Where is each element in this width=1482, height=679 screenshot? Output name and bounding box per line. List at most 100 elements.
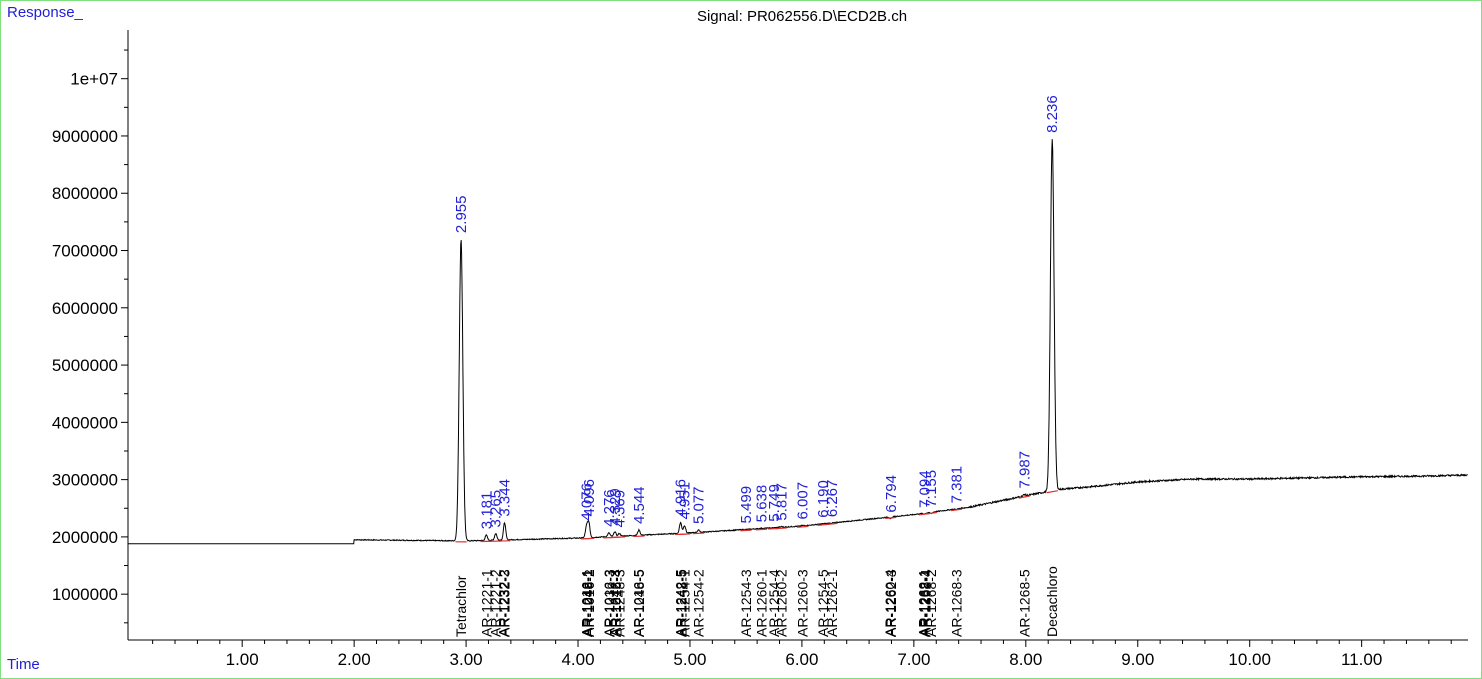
y-tick-label: 5000000 bbox=[52, 356, 118, 375]
integration-baseline bbox=[755, 528, 768, 531]
x-tick-label: 9.00 bbox=[1121, 650, 1154, 669]
integration-baseline bbox=[740, 529, 752, 532]
x-tick-label: 7.00 bbox=[897, 650, 930, 669]
signal-trace bbox=[128, 139, 1468, 545]
peak-label: 5.817 bbox=[773, 483, 790, 521]
y-tick-label: 1e+07 bbox=[70, 70, 118, 89]
compound-label: AR-1268-1 bbox=[916, 569, 932, 637]
integration-baseline bbox=[797, 525, 809, 528]
compound-label: AR-1254-1 bbox=[676, 569, 692, 637]
compound-label: AR-1016-1 bbox=[579, 569, 595, 637]
compound-label: AR-1242-3 bbox=[607, 569, 623, 637]
compound-label: AR-1262-1 bbox=[915, 569, 931, 637]
integration-baseline bbox=[950, 508, 963, 512]
y-tick-label: 9000000 bbox=[52, 127, 118, 146]
x-axis-label: Time bbox=[7, 656, 40, 673]
y-tick-label: 8000000 bbox=[52, 184, 118, 203]
compound-label: AR-1248-5 bbox=[631, 569, 647, 637]
compound-label: AR-1232-3 bbox=[601, 569, 617, 637]
compound-label: AR-1016-5 bbox=[630, 569, 646, 637]
peak-label: 5.499 bbox=[738, 486, 755, 524]
peak-label: 8.236 bbox=[1044, 95, 1061, 133]
compound-label: AR-1260-1 bbox=[753, 569, 769, 637]
compound-label: Decachloro bbox=[1044, 566, 1060, 637]
compound-label: AR-1232-2 bbox=[496, 569, 512, 637]
integration-baseline bbox=[692, 532, 705, 535]
peak-label: 7.381 bbox=[949, 466, 966, 504]
peak-label: 4.076 bbox=[579, 483, 596, 521]
compound-label: AR-1248-5 bbox=[674, 569, 690, 637]
integration-baseline bbox=[678, 533, 691, 536]
y-tick-label: 7000000 bbox=[52, 242, 118, 261]
compound-label: Tetrachlor bbox=[453, 575, 469, 637]
compound-label: AR-1260-2 bbox=[773, 569, 789, 637]
integration-baseline bbox=[925, 511, 937, 515]
compound-label: AR-1016-4 bbox=[608, 569, 624, 637]
x-tick-label: 3.00 bbox=[450, 650, 483, 669]
peak-label: 5.749 bbox=[766, 484, 783, 522]
compound-label: AR-1221-1 bbox=[478, 569, 494, 637]
compound-label: AR-1016-2 bbox=[581, 569, 597, 637]
integration-baseline bbox=[1046, 490, 1058, 494]
compound-label: AR-1268-2 bbox=[923, 569, 939, 637]
x-tick-label: 8.00 bbox=[1009, 650, 1042, 669]
y-tick-label: 2000000 bbox=[52, 528, 118, 547]
x-tick-label: 2.00 bbox=[338, 650, 371, 669]
peak-label: 3.265 bbox=[488, 490, 505, 528]
x-tick-label: 10.00 bbox=[1228, 650, 1271, 669]
compound-label: AR-1254-5 bbox=[815, 569, 831, 637]
peak-label: 7.094 bbox=[916, 470, 933, 508]
compound-label: AR-1242-1 bbox=[579, 569, 595, 637]
compound-label: AR-1248-3 bbox=[611, 569, 627, 637]
compound-label: AR-1268-5 bbox=[1016, 569, 1032, 637]
y-tick-label: 6000000 bbox=[52, 299, 118, 318]
y-tick-label: 4000000 bbox=[52, 413, 118, 432]
peak-label: 7.987 bbox=[1016, 451, 1033, 489]
y-tick-label: 3000000 bbox=[52, 471, 118, 490]
peak-label: 6.190 bbox=[815, 480, 832, 518]
compound-label: AR-1260-4 bbox=[882, 569, 898, 637]
peak-label: 7.155 bbox=[923, 470, 940, 508]
integration-baseline bbox=[613, 536, 625, 539]
peak-label: 4.951 bbox=[676, 482, 693, 520]
peak-label: 5.077 bbox=[691, 486, 708, 524]
y-tick-label: 1000000 bbox=[52, 585, 118, 604]
peak-label: 4.916 bbox=[673, 479, 690, 517]
peak-label: 5.638 bbox=[753, 485, 770, 523]
peak-label: 4.276 bbox=[601, 489, 618, 527]
compound-label: AR-1254-4 bbox=[766, 569, 782, 637]
peak-label: 2.955 bbox=[453, 196, 470, 234]
compound-label: AR-1242-5 bbox=[673, 569, 689, 637]
peak-label: 4.096 bbox=[581, 479, 598, 517]
compound-label: AR-1221-2 bbox=[488, 569, 504, 637]
integration-baseline bbox=[583, 537, 595, 540]
integration-baseline bbox=[775, 527, 788, 530]
integration-baseline bbox=[885, 516, 897, 520]
compound-label: AR-1248-1 bbox=[580, 569, 596, 637]
compound-label: AR-1268-3 bbox=[949, 569, 965, 637]
x-tick-label: 11.00 bbox=[1341, 650, 1382, 669]
integration-baseline bbox=[633, 535, 645, 538]
compound-label: AR-1016-3 bbox=[601, 569, 617, 637]
peak-label: 3.181 bbox=[478, 492, 495, 530]
integration-baseline bbox=[1018, 495, 1031, 499]
x-tick-label: 6.00 bbox=[785, 650, 818, 669]
compound-label: AR-1262-3 bbox=[883, 569, 899, 637]
x-tick-label: 4.00 bbox=[561, 650, 594, 669]
chart-title: Signal: PR062556.D\ECD2B.ch bbox=[696, 8, 908, 25]
peak-label: 4.369 bbox=[611, 490, 628, 528]
y-axis-label: Response_ bbox=[7, 4, 83, 21]
x-tick-label: 1.00 bbox=[226, 650, 259, 669]
compound-label: AR-1254-3 bbox=[738, 569, 754, 637]
peak-label: 6.794 bbox=[883, 475, 900, 513]
peak-label: 6.007 bbox=[795, 482, 812, 520]
compound-label: AR-1262-4 bbox=[917, 569, 933, 637]
compound-label: AR-1262-1 bbox=[824, 569, 840, 637]
peak-label: 4.544 bbox=[631, 486, 648, 524]
integration-baseline bbox=[826, 522, 838, 526]
peak-label: 6.267 bbox=[824, 480, 841, 518]
peak-label: 3.344 bbox=[497, 479, 514, 517]
compound-label: AR-1260-3 bbox=[795, 569, 811, 637]
compound-label: AR-1254-2 bbox=[691, 569, 707, 637]
